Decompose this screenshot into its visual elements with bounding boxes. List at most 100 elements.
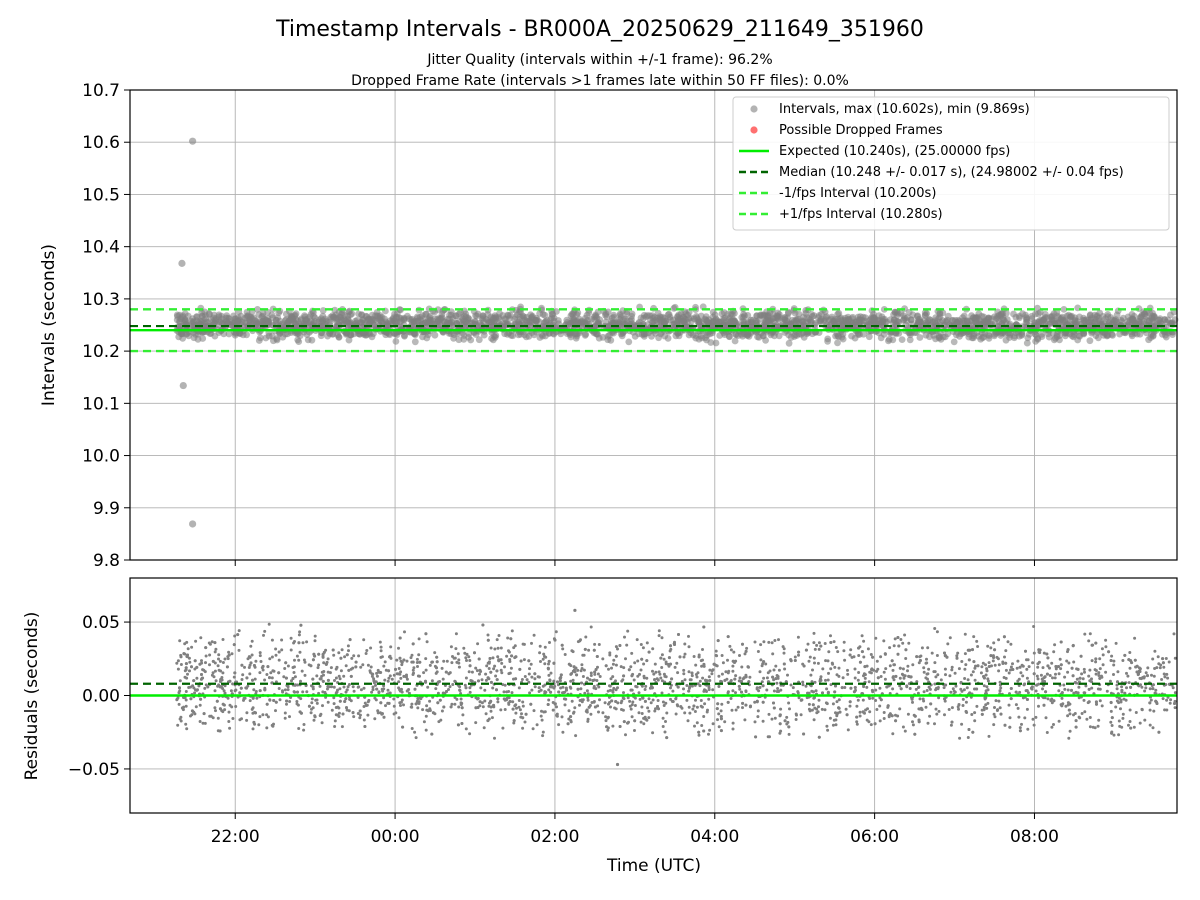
residual-point <box>957 667 961 671</box>
residual-point <box>631 700 635 704</box>
residual-point <box>1153 649 1157 653</box>
residual-point <box>208 653 212 657</box>
residual-point <box>485 664 489 668</box>
interval-point <box>1066 330 1073 338</box>
legend-intervals-label: Intervals, max (10.602s), min (9.869s) <box>779 102 1030 117</box>
residual-point <box>842 640 846 644</box>
interval-point <box>1061 316 1069 324</box>
residual-point <box>999 686 1003 690</box>
interval-point <box>366 330 374 338</box>
interval-point <box>712 339 720 347</box>
residual-point <box>337 651 341 655</box>
residual-point <box>603 701 607 705</box>
residual-point <box>292 690 296 694</box>
residual-point <box>732 650 736 654</box>
interval-point <box>542 332 549 340</box>
residual-point <box>823 642 827 645</box>
residual-point <box>772 668 776 672</box>
interval-point <box>1118 318 1126 325</box>
residual-point <box>651 669 654 673</box>
residual-point <box>1003 655 1006 659</box>
residual-point <box>604 719 608 723</box>
residual-point <box>530 675 534 679</box>
residual-point <box>1152 674 1156 678</box>
residual-point <box>248 699 252 703</box>
residual-point <box>491 656 495 660</box>
interval-point <box>215 311 223 319</box>
residual-point <box>482 726 486 730</box>
interval-point <box>852 321 860 329</box>
interval-point <box>199 335 207 342</box>
residual-point <box>1064 704 1068 708</box>
residual-point <box>347 649 350 653</box>
residual-point <box>834 646 838 649</box>
interval-point <box>648 312 656 319</box>
interval-point <box>356 330 364 338</box>
residual-point <box>1021 664 1025 668</box>
residual-point <box>449 645 453 649</box>
residual-point <box>878 704 882 708</box>
residual-point <box>278 698 282 702</box>
residual-point <box>587 648 591 652</box>
residual-point <box>601 657 605 661</box>
residual-point <box>500 661 504 665</box>
residual-point <box>950 665 954 669</box>
residual-point <box>702 715 706 718</box>
residual-point <box>914 687 918 691</box>
residual-point <box>1065 659 1069 663</box>
interval-point <box>604 336 612 344</box>
residual-point <box>794 718 798 721</box>
residual-point <box>766 735 770 739</box>
interval-point <box>347 331 355 339</box>
residual-point <box>561 730 565 734</box>
interval-point <box>875 312 883 319</box>
residual-point <box>756 650 760 653</box>
residual-point <box>1075 677 1079 681</box>
residual-point <box>695 705 699 709</box>
interval-point <box>956 332 963 340</box>
residual-point <box>633 729 636 732</box>
residual-point <box>791 686 795 690</box>
residual-point <box>662 657 666 661</box>
residual-point <box>451 683 455 686</box>
interval-point <box>889 336 897 344</box>
residual-point <box>499 708 503 712</box>
residual-point <box>237 648 241 652</box>
residual-point <box>906 664 910 668</box>
interval-point <box>980 333 988 341</box>
interval-point <box>814 314 822 321</box>
interval-point <box>1041 314 1049 321</box>
residual-point <box>230 652 234 656</box>
interval-point <box>400 315 408 323</box>
residual-point <box>345 708 349 712</box>
residual-point <box>614 707 618 711</box>
residual-point <box>221 638 225 641</box>
residual-point <box>832 640 836 644</box>
residual-point <box>911 700 914 704</box>
interval-point <box>807 318 815 326</box>
residual-point <box>651 731 655 735</box>
residual-point <box>274 647 278 651</box>
residual-point <box>184 704 188 708</box>
residual-point <box>701 648 704 651</box>
residual-point <box>1164 657 1168 660</box>
residual-point <box>579 669 583 673</box>
residual-point <box>1068 712 1072 716</box>
residual-point <box>651 698 655 702</box>
interval-point <box>781 314 788 322</box>
residual-point <box>340 648 344 652</box>
residual-point <box>512 646 516 650</box>
residual-point <box>825 724 829 728</box>
interval-point <box>1091 318 1098 326</box>
interval-point <box>550 314 558 322</box>
residual-point <box>738 676 742 680</box>
residual-point <box>232 675 236 679</box>
residual-point <box>948 674 952 678</box>
interval-point <box>1080 330 1087 337</box>
residual-point <box>337 674 341 678</box>
residual-point <box>963 677 967 680</box>
interval-point <box>963 317 971 324</box>
residual-point <box>1132 725 1136 729</box>
residual-point <box>569 719 573 722</box>
residual-point <box>793 655 797 659</box>
